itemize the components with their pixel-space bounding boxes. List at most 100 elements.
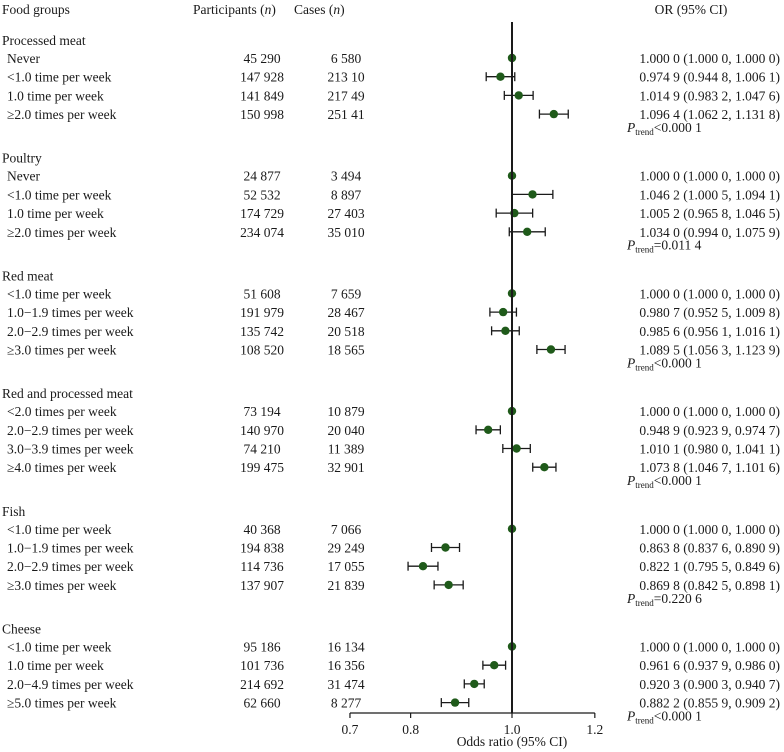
participants-value: 62 660 bbox=[243, 696, 280, 711]
table-row: <1.0 time per week 40 368 7 066 1.000 0 (1.… bbox=[7, 522, 780, 537]
or-point bbox=[450, 698, 460, 707]
participants-value: 214 692 bbox=[240, 677, 284, 692]
or-point bbox=[498, 307, 508, 317]
or-point bbox=[470, 679, 479, 689]
or-ci-text: 1.000 0 (1.000 0, 1.000 0) bbox=[639, 51, 780, 66]
table-row: <1.0 time per week 147 928 213 10 0.974 9 (… bbox=[7, 70, 780, 85]
table-row: 2.0−2.9 times per week 114 736 17 055 0.822… bbox=[7, 559, 780, 574]
table-row: <1.0 time per week 95 186 16 134 1.000 0 (1… bbox=[7, 640, 780, 655]
or-ci-text: 1.034 0 (0.994 0, 1.075 9) bbox=[639, 225, 780, 240]
cases-value: 217 49 bbox=[327, 88, 364, 103]
group-title: Cheese bbox=[2, 622, 41, 637]
row-label: Never bbox=[7, 51, 40, 66]
participants-value: 140 970 bbox=[240, 423, 284, 438]
row-label: ≥2.0 times per week bbox=[7, 225, 117, 240]
table-row: <1.0 time per week 52 532 8 897 1.046 2 (1.… bbox=[7, 187, 780, 202]
or-ci-text: 0.980 7 (0.952 5, 1.009 8) bbox=[639, 305, 780, 320]
table-row: ≥2.0 times per week 234 074 35 010 1.034 0 … bbox=[7, 225, 780, 240]
participants-value: 199 475 bbox=[240, 460, 284, 475]
p-trend: Ptrend<0.000 1 bbox=[626, 355, 702, 372]
or-ci-text: 1.073 8 (1.046 7, 1.101 6) bbox=[639, 460, 780, 475]
row-label: 1.0 time per week bbox=[7, 658, 104, 673]
x-tick-label: 1.2 bbox=[586, 722, 603, 737]
row-label: <1.0 time per week bbox=[7, 640, 112, 655]
group-2: Red meat <1.0 time per week 51 608 7 659 1.0… bbox=[2, 268, 780, 372]
row-label: 2.0−4.9 times per week bbox=[7, 677, 134, 692]
participants-value: 141 849 bbox=[240, 88, 284, 103]
group-3: Red and processed meat <2.0 times per wee… bbox=[2, 386, 780, 490]
table-row: 1.0 time per week 174 729 27 403 1.005 2 (0… bbox=[7, 206, 780, 221]
cases-value: 8 277 bbox=[331, 696, 362, 711]
or-point bbox=[490, 661, 499, 670]
or-ci-text: 1.096 4 (1.062 2, 1.131 8) bbox=[639, 107, 780, 122]
or-ci-text: 0.961 6 (0.937 9, 0.986 0) bbox=[639, 658, 780, 673]
or-ci-text: 0.985 6 (0.956 1, 1.016 1) bbox=[639, 324, 780, 339]
group-title: Processed meat bbox=[2, 33, 86, 48]
cases-value: 16 134 bbox=[327, 640, 364, 655]
table-rows: Processed meat Never 45 290 6 580 1.000 0 (1… bbox=[2, 33, 780, 726]
participants-value: 114 736 bbox=[240, 559, 284, 574]
or-point bbox=[483, 425, 493, 434]
table-row: Never 24 877 3 494 1.000 0 (1.000 0, 1.000 … bbox=[7, 169, 780, 184]
table-row: 1.0 time per week 141 849 217 49 1.014 9 (0… bbox=[7, 88, 780, 103]
x-axis: 0.7 0.8 1.0 1.2 bbox=[342, 712, 603, 737]
cases-value: 8 897 bbox=[331, 187, 362, 202]
or-ci-text: 1.005 2 (0.965 8, 1.046 5) bbox=[639, 206, 780, 221]
or-ci-text: 1.000 0 (1.000 0, 1.000 0) bbox=[639, 286, 780, 301]
or-ci-text: 1.089 5 (1.056 3, 1.123 9) bbox=[639, 343, 780, 358]
participants-value: 191 979 bbox=[240, 305, 284, 320]
or-ci-text: 1.046 2 (1.000 5, 1.094 1) bbox=[639, 187, 780, 202]
participants-value: 234 074 bbox=[240, 225, 284, 240]
participants-value: 150 998 bbox=[240, 107, 284, 122]
cases-value: 251 41 bbox=[327, 107, 364, 122]
or-ci-text: 1.000 0 (1.000 0, 1.000 0) bbox=[639, 404, 780, 419]
table-row: ≥3.0 times per week 108 520 18 565 1.089 5 … bbox=[7, 343, 780, 358]
group-5: Cheese <1.0 time per week 95 186 16 134 1.00… bbox=[2, 622, 780, 726]
or-ci-text: 0.948 9 (0.923 9, 0.974 7) bbox=[639, 423, 780, 438]
row-label: ≥3.0 times per week bbox=[7, 343, 117, 358]
cases-value: 7 659 bbox=[331, 286, 362, 301]
group-title: Red and processed meat bbox=[2, 386, 133, 401]
participants-value: 147 928 bbox=[240, 70, 284, 85]
or-ci-text: 0.920 3 (0.900 3, 0.940 7) bbox=[639, 677, 780, 692]
row-label: ≥4.0 times per week bbox=[7, 460, 117, 475]
row-label: 1.0 time per week bbox=[7, 206, 104, 221]
column-headers: Food groups Participants (n) Cases (n) O… bbox=[2, 2, 727, 17]
cases-value: 35 010 bbox=[327, 225, 364, 240]
or-point bbox=[512, 444, 521, 453]
or-point bbox=[418, 562, 428, 571]
or-ci-text: 1.010 1 (0.980 0, 1.041 1) bbox=[639, 442, 780, 457]
cases-value: 29 249 bbox=[327, 541, 364, 556]
or-point bbox=[441, 543, 450, 552]
group-0: Processed meat Never 45 290 6 580 1.000 0 (1… bbox=[2, 33, 780, 137]
participants-value: 137 907 bbox=[240, 578, 284, 593]
table-row: <1.0 time per week 51 608 7 659 1.000 0 (1.… bbox=[7, 286, 780, 301]
x-axis-label: Odds ratio (95% CI) bbox=[457, 734, 568, 749]
participants-value: 45 290 bbox=[243, 51, 280, 66]
participants-value: 74 210 bbox=[243, 442, 280, 457]
or-point bbox=[496, 72, 505, 81]
table-row: 1.0−1.9 times per week 194 838 29 249 0.863… bbox=[7, 541, 780, 556]
cases-value: 31 474 bbox=[327, 677, 364, 692]
participants-value: 40 368 bbox=[243, 522, 280, 537]
cases-value: 28 467 bbox=[327, 305, 364, 320]
row-label: ≥3.0 times per week bbox=[7, 578, 117, 593]
row-label: 1.0 time per week bbox=[7, 88, 104, 103]
p-trend: Ptrend=0.011 4 bbox=[626, 238, 702, 255]
or-point bbox=[444, 580, 453, 590]
table-row: 1.0 time per week 101 736 16 356 0.961 6 (0… bbox=[7, 658, 780, 673]
row-label: 2.0−2.9 times per week bbox=[7, 324, 134, 339]
table-row: 3.0−3.9 times per week 74 210 11 389 1.010 … bbox=[7, 442, 780, 457]
x-tick-label: 0.7 bbox=[342, 722, 359, 737]
or-point bbox=[546, 345, 556, 354]
group-4: Fish <1.0 time per week 40 368 7 066 1.000 0… bbox=[2, 504, 780, 608]
row-label: <2.0 times per week bbox=[7, 404, 117, 419]
p-trend: Ptrend<0.000 1 bbox=[626, 120, 702, 137]
table-row: Never 45 290 6 580 1.000 0 (1.000 0, 1.000 … bbox=[7, 51, 780, 66]
cases-value: 27 403 bbox=[327, 206, 364, 221]
group-title: Fish bbox=[2, 504, 26, 519]
participants-value: 101 736 bbox=[240, 658, 284, 673]
row-label: <1.0 time per week bbox=[7, 286, 112, 301]
or-point bbox=[522, 227, 532, 236]
